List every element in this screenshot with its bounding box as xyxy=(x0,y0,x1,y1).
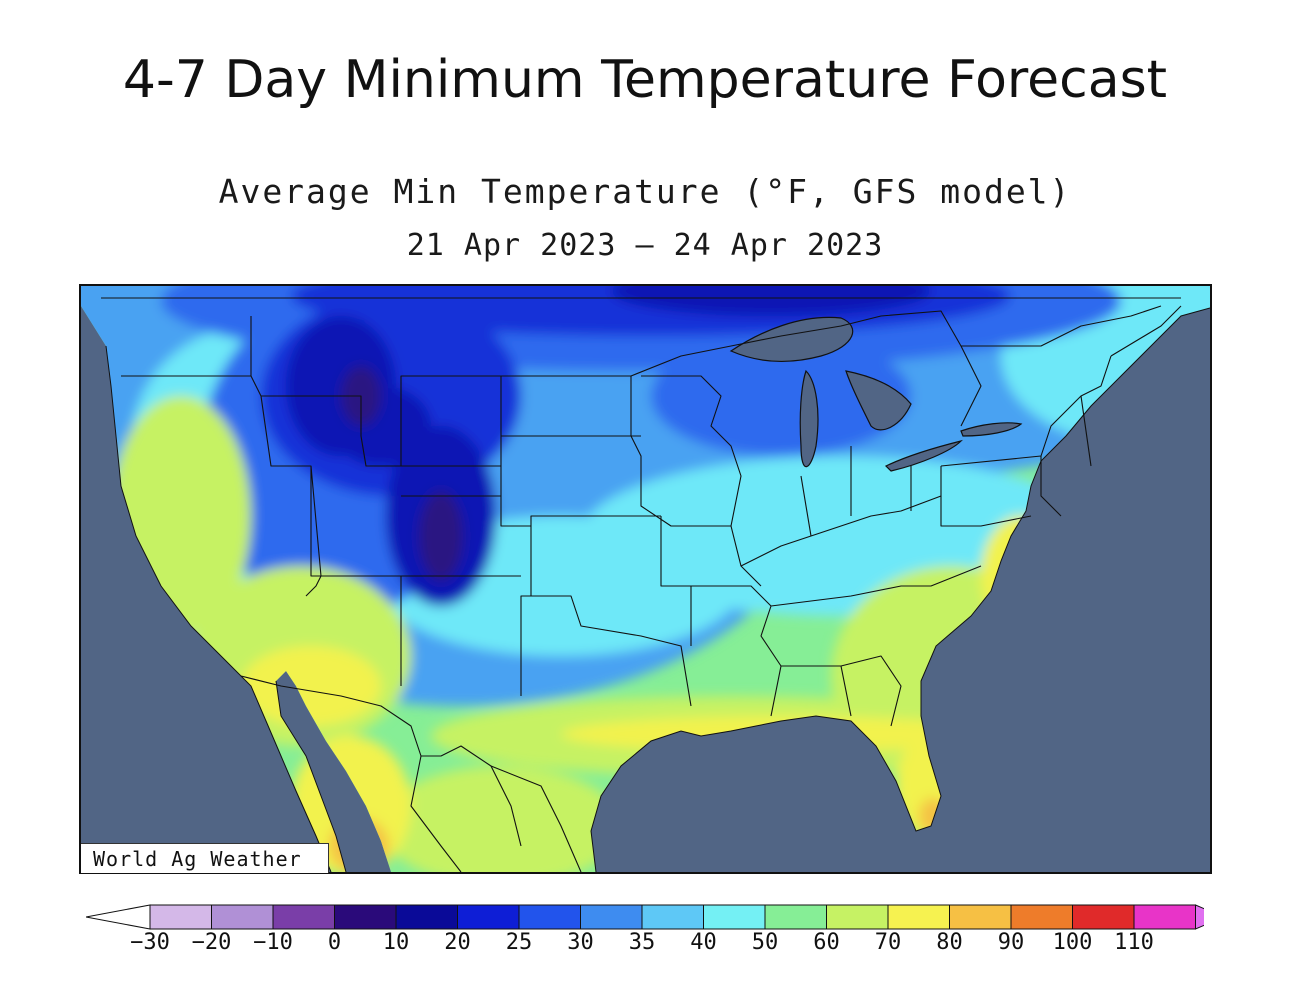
legend-tick-label: 70 xyxy=(874,930,902,955)
legend-tick-label: −20 xyxy=(191,930,232,955)
legend-swatch xyxy=(149,904,212,930)
legend-swatch xyxy=(334,904,397,930)
legend-swatch xyxy=(641,904,704,930)
credit-label: World Ag Weather xyxy=(81,843,329,873)
legend-swatch xyxy=(826,904,889,930)
legend-swatch xyxy=(272,904,335,930)
legend-tick-label: 35 xyxy=(628,930,656,955)
legend-swatch xyxy=(395,904,458,930)
legend-low-arrow xyxy=(86,904,151,930)
legend-swatch xyxy=(457,904,520,930)
legend-swatch xyxy=(764,904,827,930)
legend-tick-label: 25 xyxy=(505,930,533,955)
coastline-details xyxy=(105,307,1210,872)
legend-swatch xyxy=(887,904,950,930)
legend-tick-label: 50 xyxy=(751,930,779,955)
lake-ontario xyxy=(960,422,1023,437)
lake-huron xyxy=(845,370,912,431)
lake-michigan xyxy=(799,369,819,468)
map-title: Average Min Temperature (°F, GFS model) xyxy=(218,172,1072,211)
legend-tick-label: 30 xyxy=(567,930,594,955)
legend-tick-label: 110 xyxy=(1114,930,1154,955)
legend-tick-label: 80 xyxy=(936,930,963,955)
legend-high-arrow xyxy=(1195,904,1204,930)
legend-swatch xyxy=(580,904,643,930)
legend-tick-label: 60 xyxy=(813,930,840,955)
legend-tick-label: 100 xyxy=(1052,930,1093,955)
legend-swatch xyxy=(1133,904,1196,930)
legend-tick-label: 40 xyxy=(690,930,717,955)
legend-swatch xyxy=(518,904,581,930)
lake-superior xyxy=(729,316,854,363)
legend-swatch xyxy=(1010,904,1073,930)
great-lakes xyxy=(729,316,1023,472)
color-legend xyxy=(86,904,1204,930)
legend-tick-label: 20 xyxy=(444,930,471,955)
legend-swatch xyxy=(703,904,766,930)
legend-tick-label: 90 xyxy=(997,930,1025,955)
temperature-map xyxy=(79,284,1212,874)
legend-tick-label: 10 xyxy=(382,930,410,955)
legend-swatch xyxy=(1072,904,1135,930)
legend-swatch xyxy=(211,904,274,930)
legend-tick-label: −10 xyxy=(253,930,293,955)
map-date-range: 21 Apr 2023 — 24 Apr 2023 xyxy=(406,228,884,263)
lake-erie xyxy=(884,439,963,472)
legend-swatch xyxy=(949,904,1012,930)
legend-tick-label: −30 xyxy=(130,930,170,955)
legend-tick-label: 0 xyxy=(327,930,342,955)
political-boundaries xyxy=(101,297,1182,872)
page-title: 4-7 Day Minimum Temperature Forecast xyxy=(122,50,1168,110)
temperature-map-canvas xyxy=(81,286,1210,872)
